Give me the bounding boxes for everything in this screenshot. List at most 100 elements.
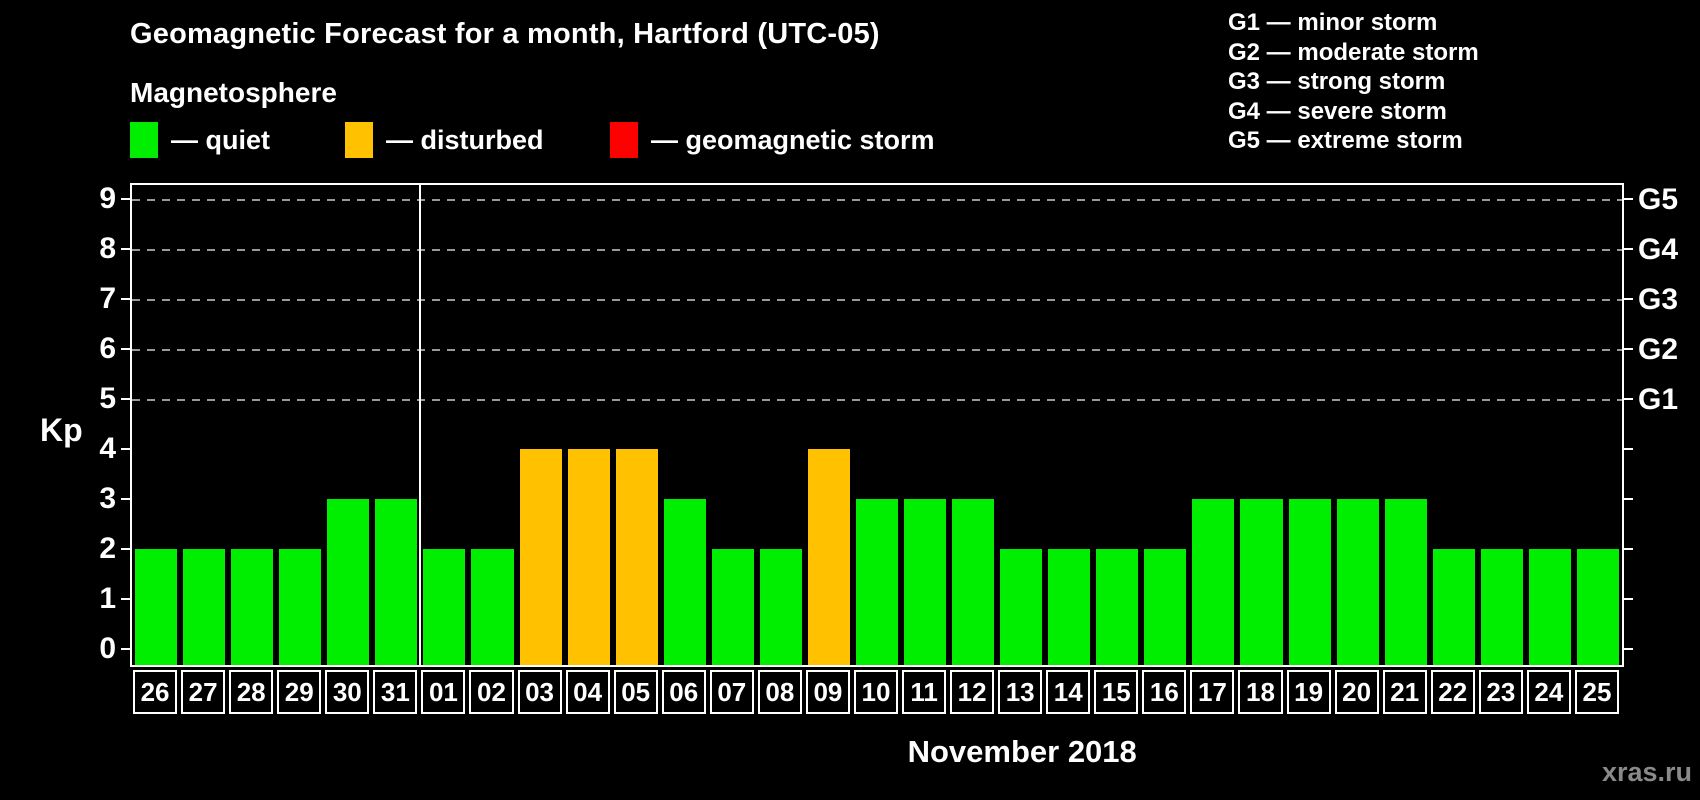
right-axis-label-g2: G2	[1638, 333, 1679, 366]
x-axis-day-label-15: 15	[1094, 670, 1139, 714]
legend-label-quiet: — quiet	[171, 125, 270, 155]
kp-bar-day-07	[711, 549, 754, 665]
kp-bar-day-29	[279, 549, 322, 665]
magnetosphere-label: Magnetosphere	[130, 77, 337, 108]
kp-bar-day-18	[1240, 499, 1283, 665]
x-axis-day-label-27: 27	[181, 670, 226, 714]
x-axis-day-label-24: 24	[1526, 670, 1571, 714]
x-axis-day-label-04: 04	[565, 670, 610, 714]
kp-bar-day-16	[1144, 549, 1187, 665]
right-y-axis-tick-kp9	[1624, 198, 1633, 200]
left-y-axis-tick-kp7	[121, 298, 130, 300]
kp-bar-day-06	[663, 499, 706, 665]
y-axis-tick-label-kp5: 5	[99, 382, 116, 415]
x-axis-day-label-17: 17	[1190, 670, 1235, 714]
right-y-axis-tick-kp8	[1624, 248, 1633, 250]
left-y-axis-tick-kp9	[121, 198, 130, 200]
kp-bar-day-11	[904, 499, 947, 665]
kp-bar-day-24	[1528, 549, 1571, 665]
kp-bar-day-30	[327, 499, 370, 665]
y-axis-tick-label-kp8: 8	[99, 232, 116, 265]
y-axis-tick-label-kp3: 3	[99, 482, 116, 515]
kp-bar-day-19	[1288, 499, 1331, 665]
left-y-axis-tick-kp2	[121, 548, 130, 550]
legend-item-disturbed: — disturbed	[345, 122, 544, 158]
kp-bar-day-14	[1048, 549, 1091, 665]
kp-bar-day-27	[183, 549, 226, 665]
y-axis-tick-label-kp4: 4	[99, 432, 116, 465]
left-y-axis-tick-kp3	[121, 498, 130, 500]
x-axis-day-label-02: 02	[469, 670, 514, 714]
y-axis-title: Kp	[40, 412, 83, 448]
x-axis-day-label-09: 09	[805, 670, 850, 714]
legend-label-disturbed: — disturbed	[386, 125, 544, 155]
x-axis-day-label-05: 05	[613, 670, 658, 714]
left-y-axis-tick-kp1	[121, 598, 130, 600]
y-axis-tick-label-kp2: 2	[99, 532, 116, 565]
gridline-kp5	[132, 399, 1622, 401]
y-axis-tick-label-kp9: 9	[99, 182, 116, 215]
x-axis-day-label-10: 10	[853, 670, 899, 714]
x-axis-day-label-29: 29	[277, 670, 322, 714]
kp-bar-day-09	[807, 449, 850, 665]
y-axis-tick-label-kp6: 6	[99, 332, 116, 365]
left-y-axis-tick-kp5	[121, 398, 130, 400]
x-axis-day-label-28: 28	[229, 670, 274, 714]
legend-label-storm: — geomagnetic storm	[651, 125, 935, 155]
right-axis-label-g3: G3	[1638, 283, 1679, 316]
x-axis-day-label-23: 23	[1478, 670, 1523, 714]
storm-scale-line-g4: G4 — severe storm	[1228, 97, 1447, 125]
kp-bar-day-25	[1576, 549, 1619, 665]
x-axis-day-label-13: 13	[998, 670, 1043, 714]
storm-scale-line-g2: G2 — moderate storm	[1228, 38, 1479, 66]
quiet-color-swatch	[130, 122, 158, 158]
left-y-axis-tick-kp0	[121, 648, 130, 650]
storm-scale-legend: G1 — minor storm G2 — moderate storm G3 — …	[1228, 8, 1479, 156]
x-axis-day-label-31: 31	[373, 670, 418, 714]
x-axis-day-label-20: 20	[1334, 670, 1379, 714]
kp-bar-day-03	[519, 449, 562, 665]
right-y-axis-tick-kp6	[1624, 348, 1633, 350]
month-label: November 2018	[907, 734, 1137, 769]
kp-bar-day-02	[471, 549, 514, 665]
right-y-axis-tick-kp3	[1624, 498, 1633, 500]
legend-item-storm: — geomagnetic storm	[610, 122, 935, 158]
right-y-axis-tick-kp1	[1624, 598, 1633, 600]
chart-title: Geomagnetic Forecast for a month, Hartfo…	[130, 18, 880, 50]
legend-item-quiet: — quiet	[130, 122, 270, 158]
x-axis-day-label-22: 22	[1430, 670, 1475, 714]
x-axis-day-label-07: 07	[709, 670, 754, 714]
y-axis-tick-label-kp0: 0	[99, 632, 116, 665]
storm-scale-line-g1: G1 — minor storm	[1228, 9, 1438, 36]
kp-bar-day-17	[1192, 499, 1235, 665]
kp-bar-day-04	[567, 449, 610, 665]
right-y-axis-tick-kp7	[1624, 298, 1633, 300]
kp-bar-day-21	[1384, 499, 1427, 665]
right-y-axis-tick-kp4	[1624, 448, 1633, 450]
x-axis-day-label-01: 01	[421, 670, 466, 714]
kp-bar-day-31	[375, 499, 418, 665]
right-y-axis-tick-kp0	[1624, 648, 1633, 650]
x-axis-day-label-03: 03	[517, 670, 562, 714]
storm-scale-line-g5: G5 — extreme storm	[1228, 127, 1463, 154]
kp-bar-day-15	[1096, 549, 1139, 665]
kp-bar-day-08	[759, 549, 802, 665]
x-axis-day-label-08: 08	[757, 670, 802, 714]
kp-bar-day-10	[855, 499, 899, 665]
plot-area	[130, 183, 1624, 667]
right-axis-label-g1: G1	[1638, 383, 1679, 416]
right-axis-label-g4: G4	[1638, 233, 1679, 266]
x-axis-day-label-14: 14	[1046, 670, 1091, 714]
kp-bar-day-28	[231, 549, 274, 665]
x-axis-day-label-25: 25	[1574, 670, 1619, 714]
x-axis-day-label-18: 18	[1238, 670, 1283, 714]
kp-bar-day-23	[1480, 549, 1523, 665]
gridline-kp6	[132, 349, 1622, 351]
y-axis-tick-label-kp7: 7	[99, 282, 116, 315]
x-axis-day-label-21: 21	[1382, 670, 1427, 714]
x-axis-day-label-06: 06	[661, 670, 706, 714]
kp-bar-day-01	[423, 549, 466, 665]
kp-bar-day-20	[1336, 499, 1379, 665]
kp-bar-day-22	[1432, 549, 1475, 665]
